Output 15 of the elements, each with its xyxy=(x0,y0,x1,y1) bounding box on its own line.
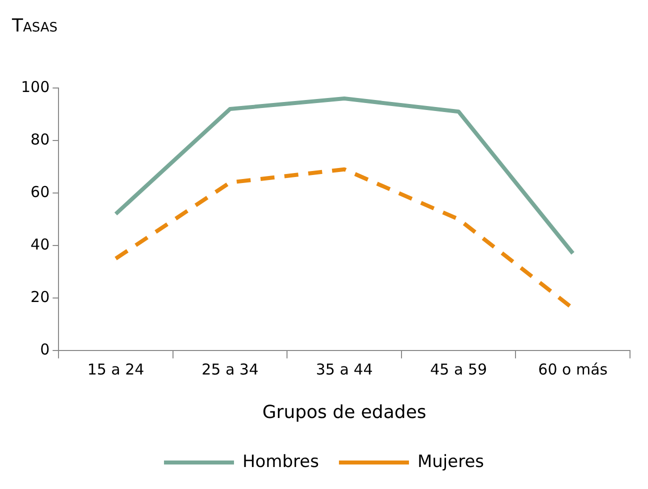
legend-label: Mujeres xyxy=(417,452,484,472)
y-tick-label: 20 xyxy=(30,288,50,306)
x-tick-label: 45 a 59 xyxy=(430,360,488,378)
y-tick-label: 80 xyxy=(30,130,50,148)
y-tick-label: 0 xyxy=(40,340,50,358)
x-tick-label: 25 a 34 xyxy=(202,360,258,378)
y-tick-label: 40 xyxy=(30,235,50,254)
x-tick-label: 15 a 24 xyxy=(87,360,144,378)
x-tick-label: 35 a 44 xyxy=(316,360,373,378)
legend-label: Hombres xyxy=(242,452,320,472)
x-tick-label: 60 o más xyxy=(538,360,608,378)
y-tick-label: 100 xyxy=(20,78,50,96)
y-axis-title: Tasas xyxy=(11,16,58,37)
y-tick-label: 60 xyxy=(30,182,50,201)
x-axis-title: Grupos de edades xyxy=(262,402,426,423)
